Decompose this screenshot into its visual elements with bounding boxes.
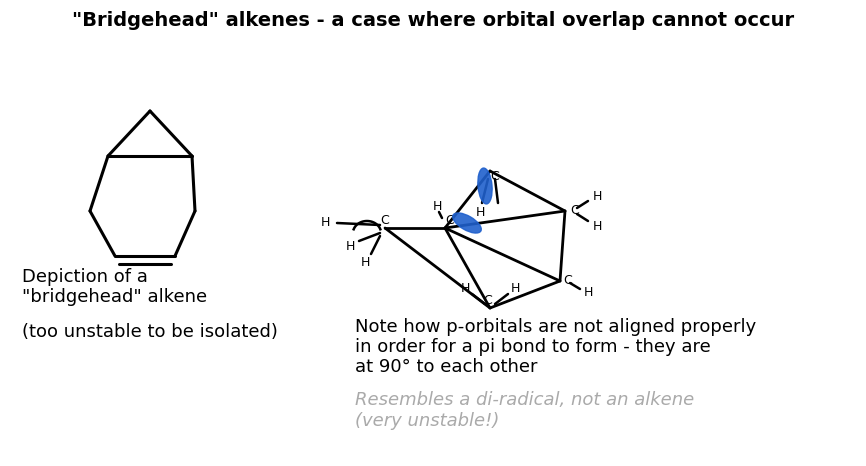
Text: C: C: [564, 274, 572, 288]
Text: Depiction of a: Depiction of a: [22, 268, 148, 286]
Text: H: H: [510, 281, 520, 295]
Text: C: C: [381, 213, 390, 226]
Text: H: H: [475, 206, 485, 219]
Text: "Bridgehead" alkenes - a case where orbital overlap cannot occur: "Bridgehead" alkenes - a case where orbi…: [72, 11, 794, 30]
Text: H: H: [346, 240, 355, 253]
Text: Note how p-orbitals are not aligned properly: Note how p-orbitals are not aligned prop…: [355, 318, 756, 336]
Text: H: H: [592, 219, 602, 233]
Text: C: C: [491, 170, 500, 183]
Ellipse shape: [478, 168, 492, 204]
Text: H: H: [320, 217, 330, 229]
Text: H: H: [432, 199, 442, 212]
Text: at 90° to each other: at 90° to each other: [355, 358, 538, 376]
Text: (too unstable to be isolated): (too unstable to be isolated): [22, 323, 278, 341]
Text: Resembles a di-radical, not an alkene
(very unstable!): Resembles a di-radical, not an alkene (v…: [355, 391, 695, 430]
Text: C: C: [483, 294, 493, 307]
Text: in order for a pi bond to form - they are: in order for a pi bond to form - they ar…: [355, 338, 711, 356]
Text: C: C: [446, 213, 455, 226]
Text: H: H: [584, 287, 592, 300]
Text: C: C: [571, 205, 579, 218]
Text: "bridgehead" alkene: "bridgehead" alkene: [22, 288, 207, 306]
Text: H: H: [360, 256, 370, 269]
Text: H: H: [461, 281, 469, 295]
Ellipse shape: [453, 213, 481, 233]
Text: H: H: [592, 190, 602, 203]
